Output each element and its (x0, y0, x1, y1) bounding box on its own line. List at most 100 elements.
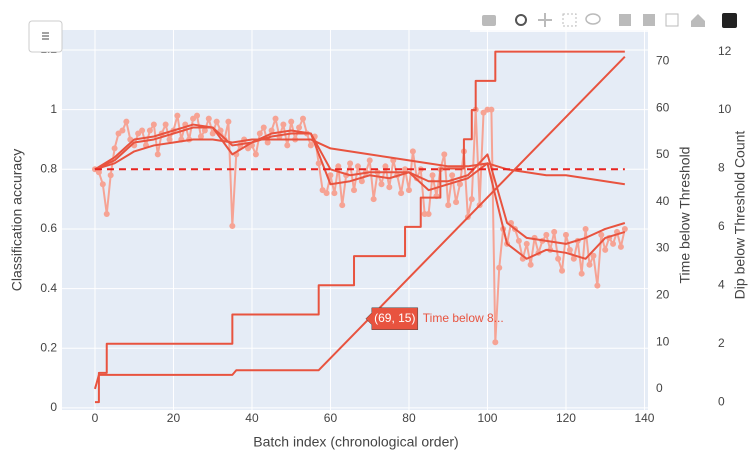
data-point (582, 225, 589, 232)
x-tick-label: 40 (245, 411, 259, 425)
data-point (366, 157, 373, 164)
data-point (562, 231, 569, 238)
data-point (468, 196, 475, 203)
data-point (307, 142, 314, 149)
data-point (119, 127, 126, 134)
x-tick-label: 0 (92, 411, 99, 425)
y-tick-label: 0.4 (40, 281, 57, 295)
data-point (201, 127, 208, 134)
series-line (94, 138, 625, 186)
data-point (150, 121, 157, 128)
data-point (146, 127, 153, 134)
data-point (354, 163, 361, 170)
y2-tick-label: 10 (656, 334, 670, 348)
data-point (492, 339, 499, 346)
y3-tick-label: 10 (718, 102, 732, 116)
marks (91, 50, 628, 404)
data-point (166, 136, 173, 143)
data-point (429, 172, 436, 179)
autoscale-icon[interactable] (665, 13, 679, 27)
data-point (590, 252, 597, 259)
data-point (99, 181, 106, 188)
series-line (94, 50, 625, 404)
data-point (594, 282, 601, 289)
data-point (602, 246, 609, 253)
y2-tick-label: 70 (656, 54, 670, 68)
zoom-in-icon[interactable] (619, 14, 631, 26)
zoom-out-icon[interactable] (643, 14, 655, 26)
x-tick-label: 80 (402, 411, 416, 425)
y-tick-label: 0.8 (40, 161, 57, 175)
x-tick-label: 20 (167, 411, 181, 425)
hover-box (365, 307, 419, 330)
legend-toggle[interactable] (28, 20, 63, 53)
lasso-icon[interactable] (585, 13, 601, 25)
data-point (488, 106, 495, 113)
data-point (260, 124, 267, 131)
y2-axis-title: Time below Threshold (677, 147, 693, 284)
data-point (551, 228, 558, 235)
hover-text: (69, 15) (374, 311, 415, 325)
modebar (470, 10, 752, 32)
data-point (264, 139, 271, 146)
data-point (351, 187, 358, 194)
y2-tick-label: 40 (656, 194, 670, 208)
data-point (103, 211, 110, 218)
hover-label: (69, 15) Time below 8... (365, 307, 504, 330)
data-point (449, 172, 456, 179)
data-point (621, 225, 628, 232)
data-point (107, 172, 114, 179)
data-point (284, 142, 291, 149)
data-point (402, 166, 409, 173)
x-axis-title: Batch index (chronological order) (253, 434, 458, 450)
y3-tick-label: 2 (718, 336, 725, 350)
zoom-icon[interactable] (515, 14, 527, 26)
data-point (527, 261, 534, 268)
data-point (296, 124, 303, 131)
data-point (335, 163, 342, 170)
data-point (523, 240, 530, 247)
data-point (288, 118, 295, 125)
pan-icon[interactable] (538, 13, 552, 27)
labels: 02040608010012014000.20.40.60.811.201020… (40, 42, 731, 425)
y-tick-label: 1 (50, 102, 57, 116)
y3-tick-label: 8 (718, 161, 725, 175)
data-point (617, 243, 624, 250)
y3-axis-title: Dip below Threshold Count (732, 131, 748, 300)
data-point (398, 190, 405, 197)
data-point (405, 187, 412, 194)
camera-icon[interactable] (482, 15, 496, 26)
data-point (323, 190, 330, 197)
data-point (162, 121, 169, 128)
y2-tick-label: 50 (656, 147, 670, 161)
data-point (205, 115, 212, 122)
hover-name: Time below 8... (423, 311, 504, 325)
data-point (194, 112, 201, 119)
logo-icon[interactable] (722, 13, 737, 28)
reset-icon[interactable] (691, 14, 705, 27)
plot-area (62, 30, 648, 410)
data-point (225, 118, 232, 125)
data-point (559, 267, 566, 274)
data-point (425, 211, 432, 218)
data-point (453, 199, 460, 206)
data-point (386, 184, 393, 191)
data-point (566, 246, 573, 253)
x-tick-label: 140 (634, 411, 654, 425)
y2-tick-label: 20 (656, 288, 670, 302)
modebar-bg (470, 10, 752, 32)
data-point (280, 121, 287, 128)
select-icon[interactable] (562, 13, 577, 27)
data-point (610, 240, 617, 247)
data-point (515, 237, 522, 244)
data-point (409, 148, 416, 155)
data-point (174, 112, 181, 119)
data-point (339, 202, 346, 209)
y-tick-label: 0 (50, 400, 57, 414)
y-tick-label: 0.6 (40, 221, 57, 235)
data-point (543, 231, 550, 238)
data-point (456, 181, 463, 188)
data-point (154, 151, 161, 158)
